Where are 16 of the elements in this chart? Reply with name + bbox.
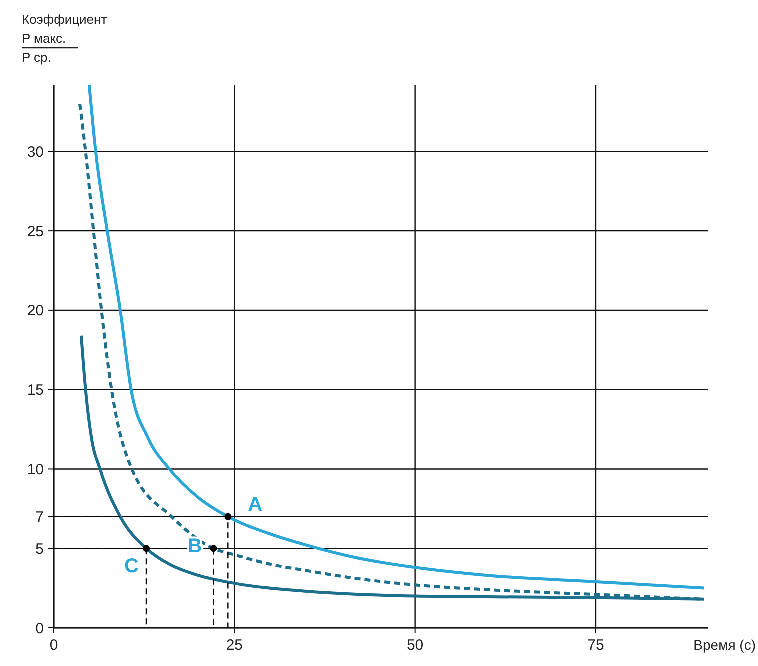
- x-tick-label: 25: [226, 637, 244, 654]
- x-tick-label: 50: [406, 637, 424, 654]
- x-tick-label: 75: [588, 637, 604, 654]
- y-axis-title: Коэффициент P макс. P ср.: [22, 12, 108, 65]
- y-tick-label: 7: [36, 509, 44, 526]
- y-tick-label: 0: [36, 620, 44, 638]
- x-tick-label: 0: [50, 637, 58, 654]
- y-tick-label: 20: [27, 302, 44, 320]
- y-tick-label: 10: [27, 461, 44, 478]
- annotation: C: [124, 556, 139, 578]
- y-tick-label: 5: [36, 540, 44, 558]
- y-tick-label: 15: [27, 382, 44, 400]
- y-tick-label: 25: [27, 223, 44, 240]
- y-tick-label: 30: [27, 144, 44, 161]
- x-axis-title: Время (с): [694, 637, 756, 653]
- annotation: A: [248, 494, 263, 516]
